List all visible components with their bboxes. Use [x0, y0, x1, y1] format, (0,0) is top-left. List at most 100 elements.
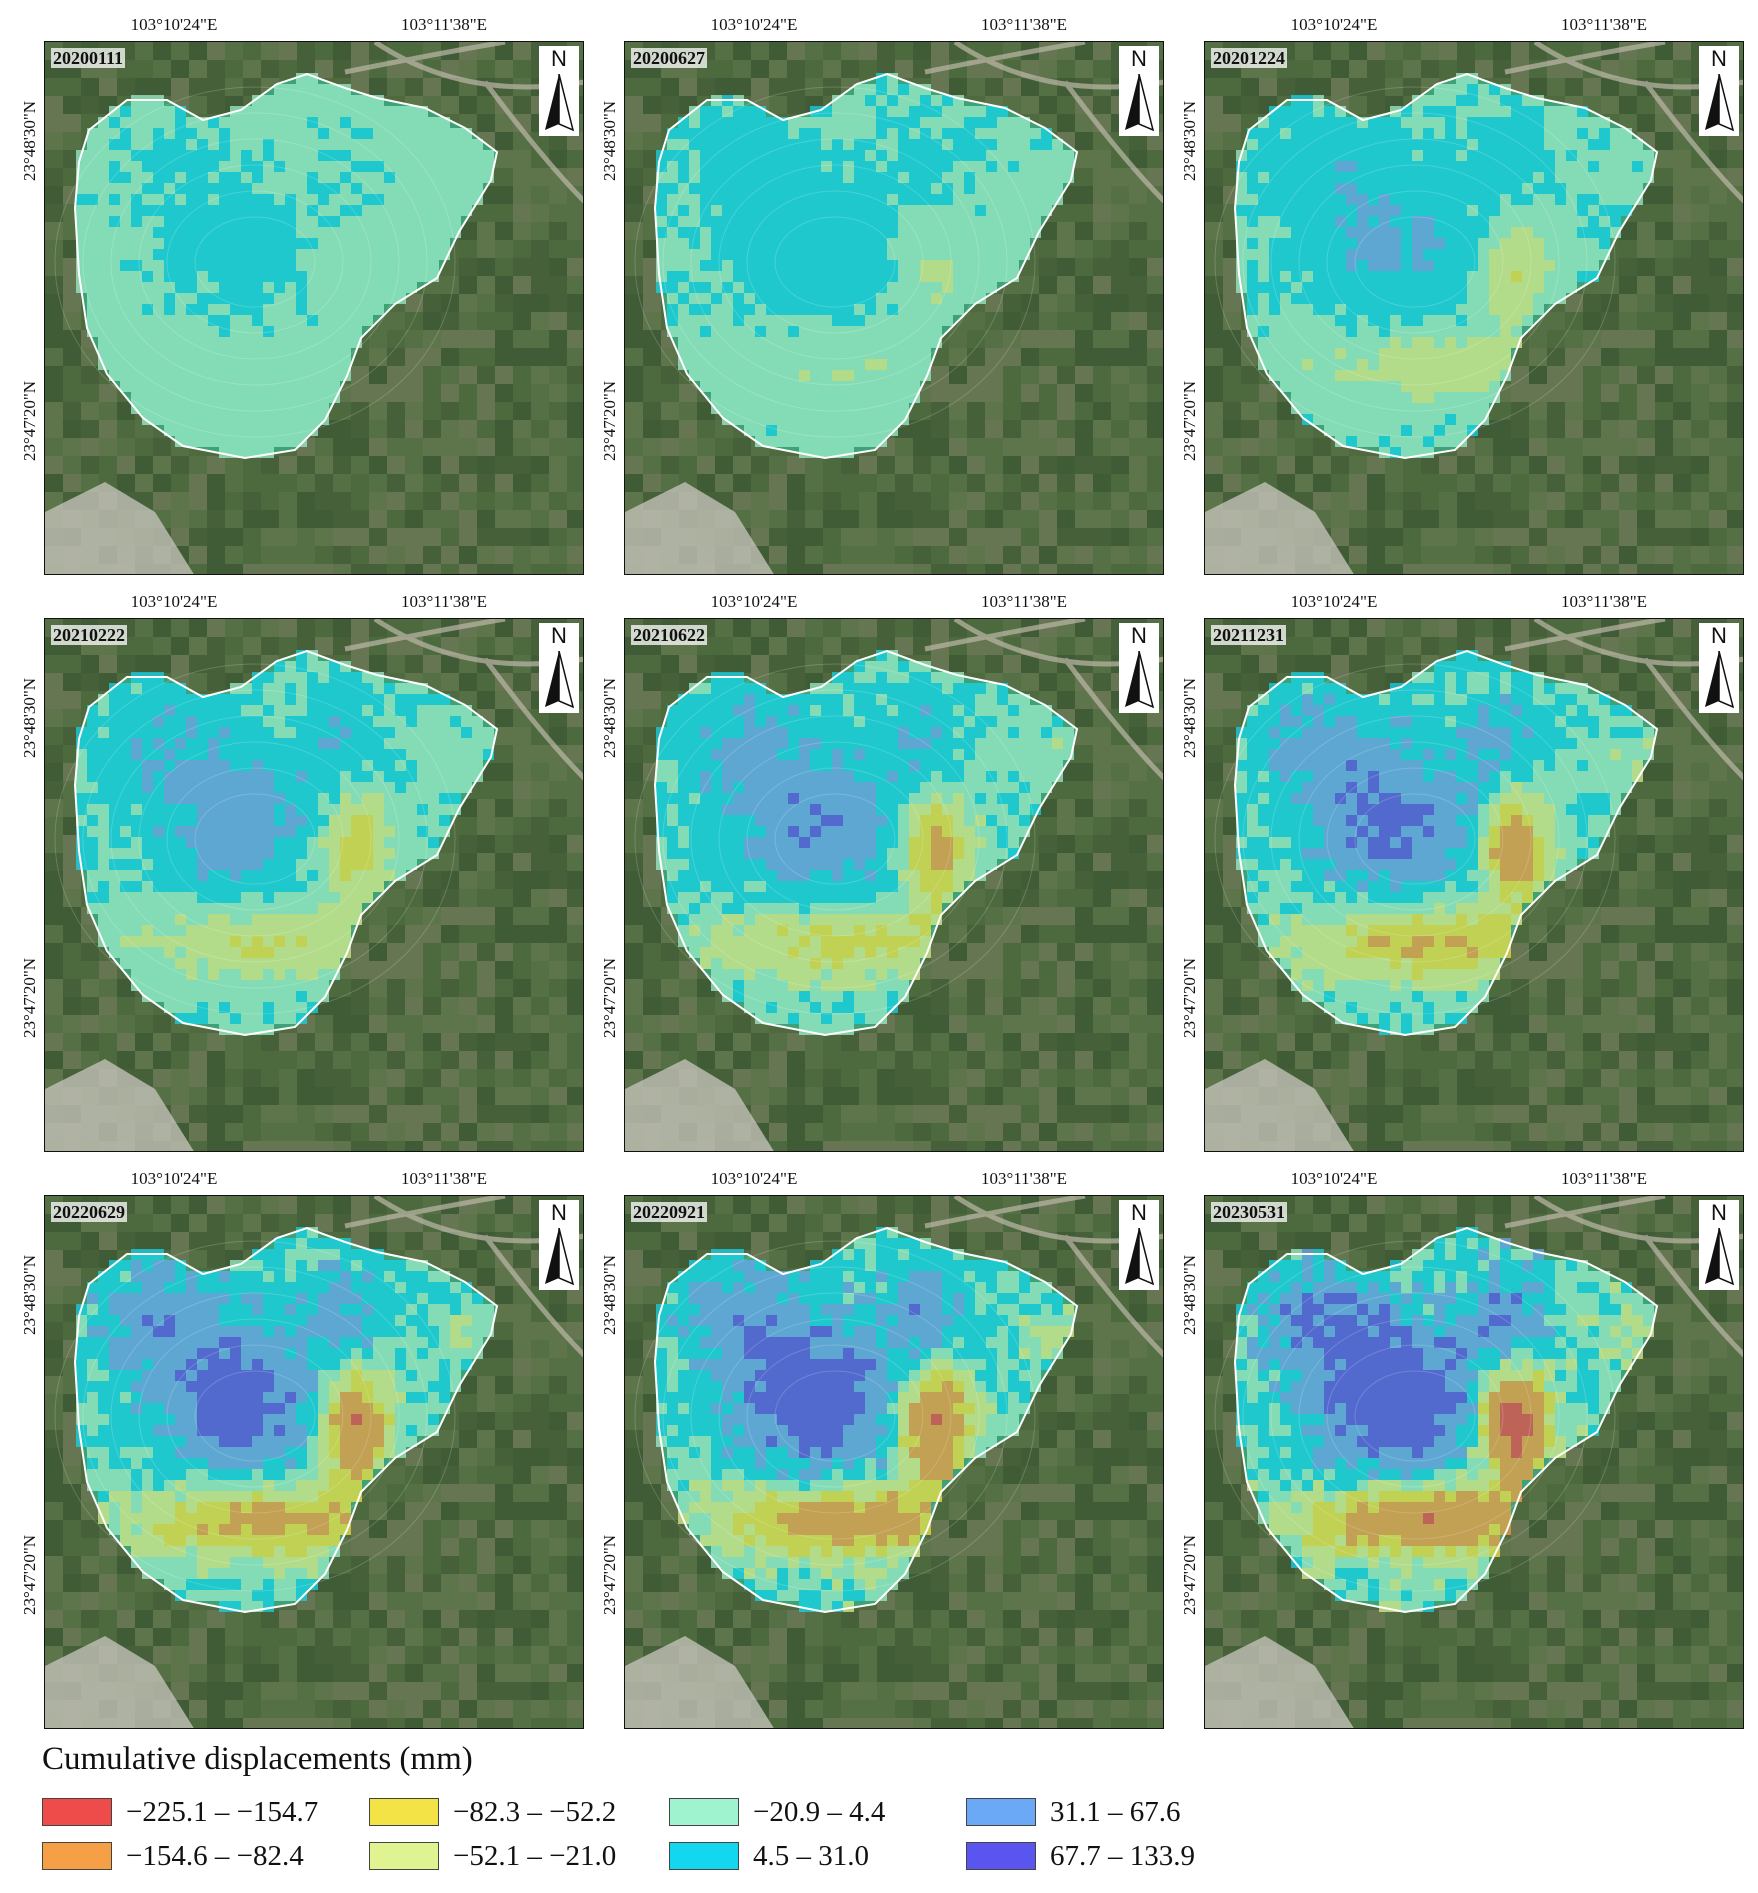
terrain-texture: [45, 619, 583, 1151]
map-panel: 103°10'24"E 103°11'38"E 23°48'30"N 23°47'20…: [20, 1169, 584, 1729]
terrain-texture: [1205, 619, 1743, 1151]
latitude-label: 23°47'20"N: [20, 1534, 39, 1616]
bench-lines: [54, 1240, 456, 1592]
north-label: N: [551, 1200, 567, 1225]
latitude-label: 23°48'30"N: [1180, 100, 1199, 182]
pit-boundary: [1233, 72, 1659, 460]
displacement-grid: [656, 1227, 1074, 1612]
bench-lines: [54, 86, 456, 438]
panel-date-label: 20230531: [1211, 1202, 1287, 1222]
north-arrow-shape: [1125, 74, 1155, 132]
latitude-label: 23°47'20"N: [1180, 957, 1199, 1039]
displacement-map: [45, 42, 583, 574]
map-frame: 20211231 N: [1204, 618, 1744, 1152]
latitude-label: 23°47'20"N: [600, 1534, 619, 1616]
north-arrow-icon: N: [1699, 1200, 1739, 1290]
north-arrow-shape: [545, 74, 575, 132]
north-arrow-icon: N: [1699, 623, 1739, 713]
panel-date-label: 20220629: [51, 1202, 127, 1222]
legend-label: 31.1 – 67.6: [1050, 1796, 1181, 1828]
latitude-label: 23°47'20"N: [600, 380, 619, 462]
north-arrow-shape: [1125, 651, 1155, 709]
longitude-label: 103°10'24"E: [1290, 1169, 1378, 1188]
town-area: [45, 1636, 194, 1728]
town-area: [1205, 1059, 1354, 1151]
map-panel: 103°10'24"E 103°11'38"E 23°48'30"N 23°47'20…: [600, 15, 1164, 575]
bench-lines: [634, 663, 1036, 1015]
latitude-label: 23°47'20"N: [20, 957, 39, 1039]
displacement-grid: [76, 1227, 494, 1612]
north-arrow-shape: [1125, 1228, 1155, 1286]
displacement-map: [1205, 1196, 1743, 1728]
displacement-map: [45, 1196, 583, 1728]
legend-swatch: [42, 1842, 112, 1870]
panel-date-label: 20201224: [1211, 48, 1287, 68]
panel-date-label: 20200111: [51, 48, 126, 68]
panel-date-label: 20200627: [631, 48, 707, 68]
latitude-label: 23°48'30"N: [600, 677, 619, 759]
panel-date-label: 20211231: [1211, 625, 1287, 645]
legend-label: −52.1 – −21.0: [453, 1840, 617, 1872]
longitude-label: 103°10'24"E: [130, 1169, 218, 1188]
map-frame: 20210222 N: [44, 618, 584, 1152]
latitude-label: 23°48'30"N: [20, 1254, 39, 1336]
displacement-grid: [76, 73, 494, 458]
panel-date-label: 20210222: [51, 625, 127, 645]
town-area: [625, 1059, 774, 1151]
town-area: [625, 482, 774, 574]
longitude-label: 103°10'24"E: [130, 15, 218, 34]
latitude-label: 23°47'20"N: [600, 957, 619, 1039]
terrain-texture: [1205, 1196, 1743, 1728]
latitude-label: 23°47'20"N: [1180, 380, 1199, 462]
latitude-label: 23°48'30"N: [1180, 1254, 1199, 1336]
bench-lines: [1214, 86, 1616, 438]
town-area: [1205, 482, 1354, 574]
displacement-grid: [1236, 73, 1654, 458]
latitude-label: 23°48'30"N: [600, 100, 619, 182]
bench-lines: [1214, 1240, 1616, 1592]
legend-title: Cumulative displacements (mm): [42, 1741, 473, 1777]
north-arrow-icon: N: [539, 46, 579, 136]
pit-boundary: [73, 649, 499, 1037]
north-label: N: [1131, 623, 1147, 648]
longitude-label: 103°10'24"E: [1290, 592, 1378, 611]
bench-lines: [634, 1240, 1036, 1592]
latitude-label: 23°48'30"N: [20, 100, 39, 182]
north-label: N: [1711, 623, 1727, 648]
longitude-label: 103°11'38"E: [1560, 592, 1648, 611]
town-area: [45, 1059, 194, 1151]
legend-swatch: [669, 1798, 739, 1826]
north-arrow-shape: [545, 651, 575, 709]
north-label: N: [1711, 46, 1727, 71]
map-panel: 103°10'24"E 103°11'38"E 23°48'30"N 23°47'20…: [1180, 15, 1744, 575]
longitude-label: 103°11'38"E: [980, 15, 1068, 34]
town-area: [625, 1636, 774, 1728]
bench-lines: [634, 86, 1036, 438]
panel-date-label: 20210622: [631, 625, 707, 645]
longitude-label: 103°11'38"E: [1560, 15, 1648, 34]
north-arrow-icon: N: [1119, 623, 1159, 713]
north-label: N: [1711, 1200, 1727, 1225]
longitude-label: 103°11'38"E: [1560, 1169, 1648, 1188]
map-frame: 20200111 N: [44, 41, 584, 575]
longitude-label: 103°11'38"E: [400, 1169, 488, 1188]
map-panel: 103°10'24"E 103°11'38"E 23°48'30"N 23°47'20…: [20, 592, 584, 1152]
longitude-label: 103°10'24"E: [710, 592, 798, 611]
legend-label: 4.5 – 31.0: [753, 1840, 869, 1872]
north-label: N: [1131, 1200, 1147, 1225]
displacement-grid: [76, 650, 494, 1035]
map-panel: 103°10'24"E 103°11'38"E 23°48'30"N 23°47'20…: [600, 1169, 1164, 1729]
pit-boundary: [653, 1226, 1079, 1614]
north-arrow-shape: [1705, 74, 1735, 132]
legend-label: 67.7 – 133.9: [1050, 1840, 1195, 1872]
displacement-grid: [656, 73, 1074, 458]
town-area: [1205, 1636, 1354, 1728]
longitude-label: 103°11'38"E: [400, 15, 488, 34]
north-label: N: [1131, 46, 1147, 71]
map-frame: 20230531 N: [1204, 1195, 1744, 1729]
north-arrow-icon: N: [1119, 46, 1159, 136]
longitude-label: 103°10'24"E: [130, 592, 218, 611]
map-frame: 20220629 N: [44, 1195, 584, 1729]
legend-swatch: [369, 1842, 439, 1870]
map-frame: 20220921 N: [624, 1195, 1164, 1729]
